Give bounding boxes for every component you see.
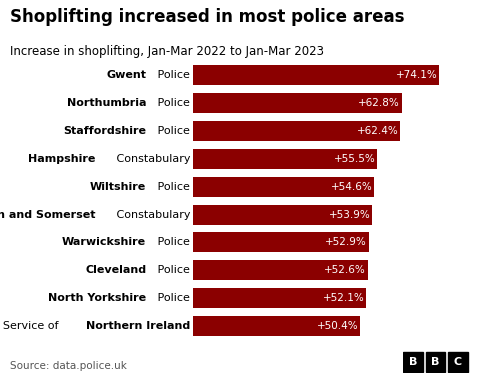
Text: C: C [454, 357, 462, 367]
Text: Police: Police [155, 70, 190, 80]
Text: Staffordshire: Staffordshire [63, 126, 146, 136]
Text: Hampshire: Hampshire [28, 154, 95, 164]
Text: Cleveland: Cleveland [85, 265, 146, 275]
Bar [192, 149, 377, 169]
Bar [192, 232, 369, 252]
Bar [192, 204, 372, 225]
Text: +74.1%: +74.1% [396, 70, 438, 80]
Text: Shoplifting increased in most police areas: Shoplifting increased in most police are… [10, 8, 404, 26]
Bar [192, 260, 368, 280]
Text: +54.6%: +54.6% [331, 182, 373, 192]
Text: Police: Police [155, 293, 190, 303]
Text: Police: Police [155, 98, 190, 108]
Text: Avon and Somerset: Avon and Somerset [0, 210, 95, 219]
Bar [448, 352, 468, 372]
Text: Police: Police [155, 182, 190, 192]
Text: Northumbria: Northumbria [67, 98, 146, 108]
Text: B: B [431, 357, 440, 367]
Bar [426, 352, 445, 372]
Bar [192, 121, 400, 141]
Text: Wiltshire: Wiltshire [90, 182, 146, 192]
Bar [192, 316, 360, 336]
Text: B: B [409, 357, 417, 367]
Text: +55.5%: +55.5% [334, 154, 376, 164]
Text: Increase in shoplifting, Jan-Mar 2022 to Jan-Mar 2023: Increase in shoplifting, Jan-Mar 2022 to… [10, 45, 324, 58]
Text: Police: Police [155, 237, 190, 248]
Text: +62.4%: +62.4% [357, 126, 399, 136]
Text: +52.9%: +52.9% [325, 237, 367, 248]
Text: Constabulary: Constabulary [113, 210, 190, 219]
Text: +50.4%: +50.4% [317, 321, 359, 331]
Text: +52.1%: +52.1% [323, 293, 364, 303]
Text: Source: data.police.uk: Source: data.police.uk [10, 361, 126, 371]
Text: Police: Police [155, 265, 190, 275]
Text: Police Service of: Police Service of [0, 321, 62, 331]
Bar [192, 177, 374, 197]
Text: Constabulary: Constabulary [113, 154, 190, 164]
Text: Gwent: Gwent [106, 70, 146, 80]
Text: +53.9%: +53.9% [329, 210, 371, 219]
Bar [192, 65, 439, 86]
Text: Police: Police [155, 126, 190, 136]
Text: North Yorkshire: North Yorkshire [48, 293, 146, 303]
Text: Northern Ireland: Northern Ireland [86, 321, 190, 331]
Text: Warwickshire: Warwickshire [62, 237, 146, 248]
Text: +52.6%: +52.6% [324, 265, 366, 275]
Text: +62.8%: +62.8% [358, 98, 400, 108]
Bar [192, 93, 402, 113]
Bar [192, 288, 366, 308]
Bar [403, 352, 423, 372]
